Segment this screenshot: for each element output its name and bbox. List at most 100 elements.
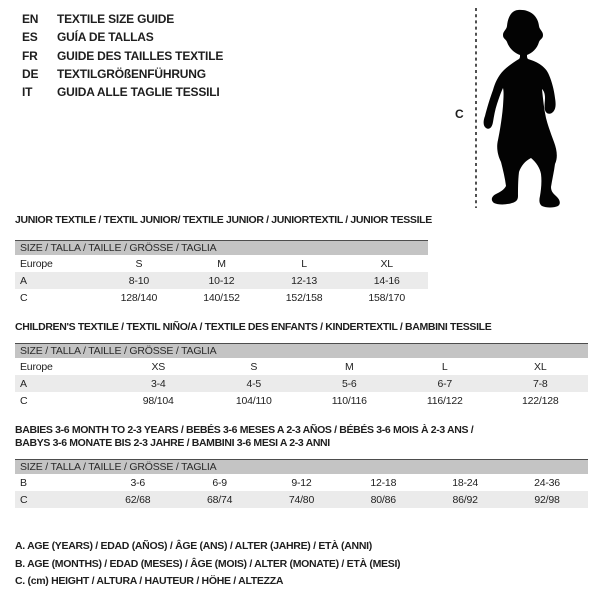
babies-title-line1: BABIES 3-6 MONTH TO 2-3 YEARS / BEBÉS 3-… (15, 424, 474, 436)
babies-size-table: SIZE / TALLA / TAILLE / GRÖSSE / TAGLIA … (15, 459, 588, 508)
height-measure-label: C (455, 107, 464, 121)
babies-table-body: B 3-6 6-9 9-12 12-18 18-24 24-36 C 62/68 68/74 74/… (15, 474, 588, 508)
table-cell: XS (151, 360, 166, 373)
table-cell: 68/74 (178, 491, 261, 508)
table-cell: 3-6 (130, 476, 146, 489)
table-cell: 6-7 (397, 375, 493, 392)
language-row-es: ES GUÍA DE TALLAS (22, 28, 223, 46)
table-cell: 158/170 (368, 291, 405, 304)
size-band-row: SIZE / TALLA / TAILLE / GRÖSSE / TAGLIA (15, 343, 588, 358)
table-cell: S (135, 257, 143, 270)
size-band-row: SIZE / TALLA / TAILLE / GRÖSSE / TAGLIA (15, 459, 588, 474)
table-row: B 3-6 6-9 9-12 12-18 18-24 24-36 (15, 474, 588, 491)
height-measure-figure: C (445, 4, 595, 212)
language-code: ES (22, 30, 38, 45)
measure-legend: A. AGE (YEARS) / EDAD (AÑOS) / ÂGE (ANS)… (15, 538, 401, 591)
table-cell: 7-8 (492, 375, 588, 392)
language-title: TEXTILE SIZE GUIDE (57, 12, 175, 26)
size-band-label: SIZE / TALLA / TAILLE / GRÖSSE / TAGLIA (15, 343, 588, 358)
junior-textile-section: JUNIOR TEXTILE / TEXTIL JUNIOR/ TEXTILE … (15, 214, 432, 306)
table-cell: 5-6 (301, 375, 397, 392)
size-band-row: SIZE / TALLA / TAILLE / GRÖSSE / TAGLIA (15, 240, 428, 255)
table-cell: 4-5 (206, 375, 302, 392)
table-cell: 24-36 (534, 476, 560, 489)
junior-table-title: JUNIOR TEXTILE / TEXTIL JUNIOR/ TEXTILE … (15, 214, 432, 226)
table-cell: Europe (20, 360, 53, 373)
table-cell: 122/128 (521, 394, 559, 407)
children-table-body: Europe XS S M L XL A 3-4 4-5 5-6 6-7 7-8 C 98/104 104/… (15, 358, 588, 409)
table-cell: 6-9 (212, 476, 227, 489)
language-title: GUÍA DE TALLAS (57, 30, 154, 45)
table-cell: 128/140 (120, 291, 158, 304)
table-cell: 140/152 (203, 291, 240, 304)
table-cell: 18-24 (452, 476, 479, 489)
language-row-en: EN TEXTILE SIZE GUIDE (22, 10, 223, 28)
language-title: TEXTILGRÖßENFÜHRUNG (57, 66, 206, 81)
table-row: C 98/104 104/110 110/116 116/122 122/128 (15, 392, 588, 409)
table-cell: 92/98 (506, 491, 588, 508)
table-cell: 12-13 (262, 272, 346, 289)
table-cell: Europe (20, 257, 53, 270)
junior-size-table: SIZE / TALLA / TAILLE / GRÖSSE / TAGLIA … (15, 240, 428, 306)
language-title: GUIDE DES TAILLES TEXTILE (57, 48, 224, 63)
table-cell: A (15, 375, 111, 392)
language-row-fr: FR GUIDE DES TAILLES TEXTILE (22, 47, 223, 65)
language-title-list: EN TEXTILE SIZE GUIDE ES GUÍA DE TALLAS … (22, 10, 223, 101)
language-row-it: IT GUIDA ALLE TAGLIE TESSILI (22, 83, 223, 101)
table-row: A 3-4 4-5 5-6 6-7 7-8 (15, 375, 588, 392)
table-cell: 98/104 (142, 394, 174, 407)
table-cell: 9-12 (291, 476, 312, 489)
toddler-silhouette-path (483, 9, 560, 208)
table-cell: 12-18 (370, 476, 397, 489)
table-cell: L (441, 360, 448, 373)
size-band-label: SIZE / TALLA / TAILLE / GRÖSSE / TAGLIA (15, 240, 428, 255)
table-cell: S (250, 360, 258, 373)
language-code: FR (22, 48, 38, 63)
table-cell: 86/92 (424, 491, 507, 508)
table-cell: M (217, 257, 226, 270)
table-cell: C (20, 394, 28, 407)
table-cell: B (20, 476, 27, 489)
table-cell: 62/68 (96, 491, 179, 508)
table-row: C 128/140 140/152 152/158 158/170 (15, 289, 428, 306)
table-cell: C (20, 291, 28, 304)
junior-table-body: Europe S M L XL A 8-10 10-12 12-13 14-16 C 128/140 1… (15, 255, 428, 306)
size-band-label: SIZE / TALLA / TAILLE / GRÖSSE / TAGLIA (15, 459, 588, 474)
table-row: Europe XS S M L XL (15, 358, 588, 375)
babies-textile-section: BABIES 3-6 MONTH TO 2-3 YEARS / BEBÉS 3-… (15, 424, 588, 508)
table-cell: 152/158 (285, 291, 323, 304)
toddler-silhouette-icon (475, 8, 560, 208)
table-cell: 74/80 (260, 491, 343, 508)
language-code: EN (22, 12, 39, 26)
table-cell: A (15, 272, 98, 289)
language-code: DE (22, 66, 39, 81)
babies-title-line2: BABYS 3-6 MONATE BIS 2-3 JAHRE / BAMBINI… (15, 437, 330, 449)
table-row: A 8-10 10-12 12-13 14-16 (15, 272, 428, 289)
table-cell: 14-16 (345, 272, 428, 289)
language-title: GUIDA ALLE TAGLIE TESSILI (57, 85, 220, 100)
table-cell: 116/122 (426, 394, 463, 407)
table-cell: 80/86 (342, 491, 425, 508)
language-row-de: DE TEXTILGRÖßENFÜHRUNG (22, 65, 223, 83)
table-row: Europe S M L XL (15, 255, 428, 272)
language-code: IT (22, 85, 33, 100)
table-cell: C (15, 491, 97, 508)
legend-line-b: B. AGE (MONTHS) / EDAD (MESES) / ÂGE (MO… (15, 557, 401, 570)
table-cell: M (344, 360, 354, 373)
table-cell: 3-4 (110, 375, 206, 392)
children-table-title: CHILDREN'S TEXTILE / TEXTIL NIÑO/A / TEX… (15, 321, 492, 333)
legend-line-c: C. (cm) HEIGHT / ALTURA / HAUTEUR / HÖHE… (15, 575, 284, 587)
table-cell: 8-10 (97, 272, 181, 289)
children-size-table: SIZE / TALLA / TAILLE / GRÖSSE / TAGLIA … (15, 343, 588, 409)
table-cell: 104/110 (235, 394, 272, 407)
children-textile-section: CHILDREN'S TEXTILE / TEXTIL NIÑO/A / TEX… (15, 321, 588, 409)
babies-table-title: BABIES 3-6 MONTH TO 2-3 YEARS / BEBÉS 3-… (15, 424, 588, 450)
table-cell: XL (534, 360, 547, 373)
table-cell: L (301, 257, 307, 270)
table-cell: 110/116 (331, 394, 367, 407)
table-cell: 10-12 (180, 272, 263, 289)
table-cell: XL (380, 257, 393, 270)
table-row: C 62/68 68/74 74/80 80/86 86/92 92/98 (15, 491, 588, 508)
legend-line-a: A. AGE (YEARS) / EDAD (AÑOS) / ÂGE (ANS)… (15, 540, 372, 552)
